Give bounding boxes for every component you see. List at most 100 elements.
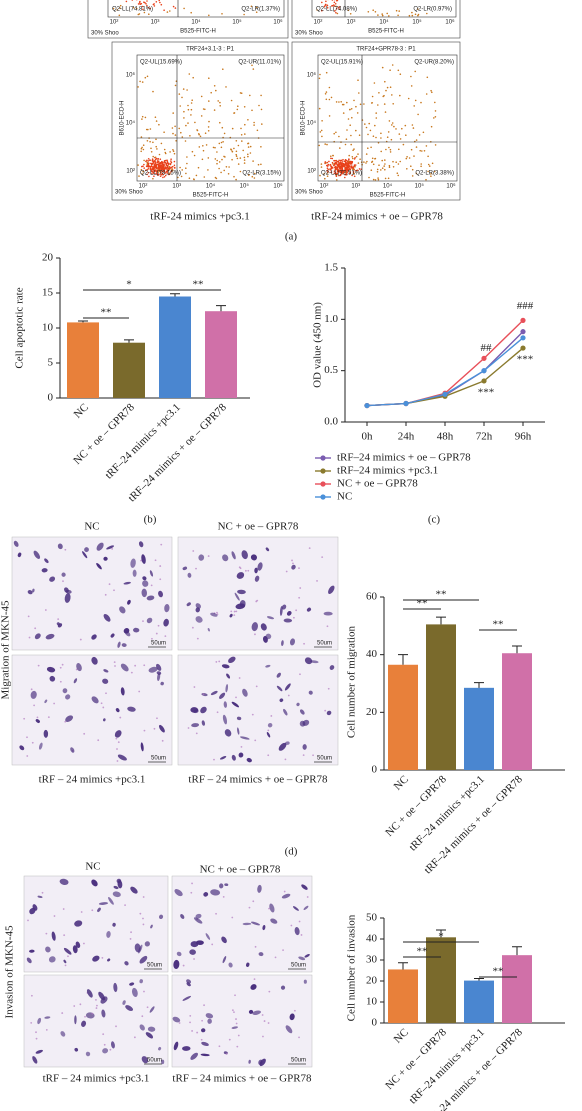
y-tick-label: 40 xyxy=(366,648,378,660)
scale-label: 50um xyxy=(291,1058,306,1064)
event-dot xyxy=(349,108,351,111)
cell xyxy=(328,585,335,595)
event-dot xyxy=(357,153,359,155)
pore xyxy=(102,706,105,709)
significance-label: ** xyxy=(193,279,204,291)
pore xyxy=(45,932,48,935)
cell xyxy=(270,918,278,924)
event-dot xyxy=(154,165,157,168)
event-dot xyxy=(173,164,176,167)
cell xyxy=(70,747,75,753)
event-dot xyxy=(336,173,338,176)
error-bar xyxy=(512,645,522,654)
event-dot xyxy=(188,73,191,75)
event-dot xyxy=(154,116,157,118)
event-dot xyxy=(145,165,148,168)
cell xyxy=(186,979,192,984)
y-tick-label: 0.0 xyxy=(324,416,338,428)
event-dot xyxy=(411,14,414,17)
cell xyxy=(195,603,201,609)
cell xyxy=(157,673,161,681)
event-dot xyxy=(384,168,386,171)
pore xyxy=(256,599,259,602)
event-dot xyxy=(252,160,254,162)
cell xyxy=(231,1026,238,1029)
event-dot xyxy=(365,153,368,155)
event-dot xyxy=(326,175,329,177)
event-dot xyxy=(200,115,203,117)
cell xyxy=(182,566,188,571)
event-dot xyxy=(150,151,153,153)
event-dot xyxy=(377,14,379,16)
event-dot xyxy=(427,155,429,158)
event-dot xyxy=(241,140,243,142)
event-dot xyxy=(428,165,431,167)
cell xyxy=(252,1010,261,1015)
event-dot xyxy=(174,134,177,136)
event-dot xyxy=(333,132,336,135)
cell xyxy=(292,906,299,911)
event-dot xyxy=(332,154,334,157)
legend-marker xyxy=(320,494,326,500)
cell xyxy=(139,979,143,984)
event-dot xyxy=(157,171,160,173)
y-tick-label: 10 xyxy=(366,996,378,1008)
pore xyxy=(255,685,258,688)
cell xyxy=(51,931,56,941)
cell xyxy=(115,708,120,713)
event-dot xyxy=(349,171,352,173)
pore xyxy=(195,732,198,735)
pore xyxy=(114,665,116,667)
cell xyxy=(195,940,204,945)
event-dot xyxy=(347,118,350,120)
event-dot xyxy=(371,102,374,104)
event-dot xyxy=(371,160,374,163)
pore xyxy=(187,727,190,729)
event-dot xyxy=(425,145,428,147)
event-dot xyxy=(185,167,187,169)
event-dot xyxy=(381,167,384,169)
pore xyxy=(316,580,318,582)
cell xyxy=(117,641,121,648)
legend-label: tRF–24 mimics + oe – GPR78 xyxy=(337,452,471,464)
event-dot xyxy=(170,166,172,169)
event-dot xyxy=(137,86,139,88)
pore xyxy=(195,567,197,570)
cell xyxy=(222,554,229,562)
event-dot xyxy=(404,124,407,127)
pore xyxy=(26,755,29,757)
x-tick-label: 10³ xyxy=(172,184,181,190)
pore xyxy=(36,716,39,719)
event-dot xyxy=(335,11,337,14)
pore xyxy=(298,567,300,570)
event-dot xyxy=(335,5,337,8)
event-dot xyxy=(190,108,193,111)
pore xyxy=(298,920,301,923)
event-dot xyxy=(430,125,433,128)
cell xyxy=(302,744,307,750)
event-dot xyxy=(213,85,216,87)
event-dot xyxy=(398,148,400,151)
cell xyxy=(304,953,310,958)
cell xyxy=(138,541,144,548)
cell xyxy=(174,889,183,897)
event-dot xyxy=(170,170,173,172)
event-dot xyxy=(380,137,382,139)
event-dot xyxy=(185,124,187,127)
pore xyxy=(108,583,111,586)
event-dot xyxy=(143,167,145,169)
x-tick-label: 48h xyxy=(437,431,454,443)
event-dot xyxy=(208,77,210,79)
event-dot xyxy=(346,171,348,174)
cell xyxy=(35,1049,43,1054)
event-dot xyxy=(368,122,371,125)
event-dot xyxy=(336,160,339,163)
event-dot xyxy=(392,166,395,168)
event-dot xyxy=(353,148,355,150)
quadrant-label: Q2-LL(74.81%) xyxy=(112,7,153,13)
event-dot xyxy=(149,7,151,10)
significance-label: * xyxy=(126,279,132,291)
event-dot xyxy=(256,129,259,132)
cell xyxy=(74,1015,77,1025)
